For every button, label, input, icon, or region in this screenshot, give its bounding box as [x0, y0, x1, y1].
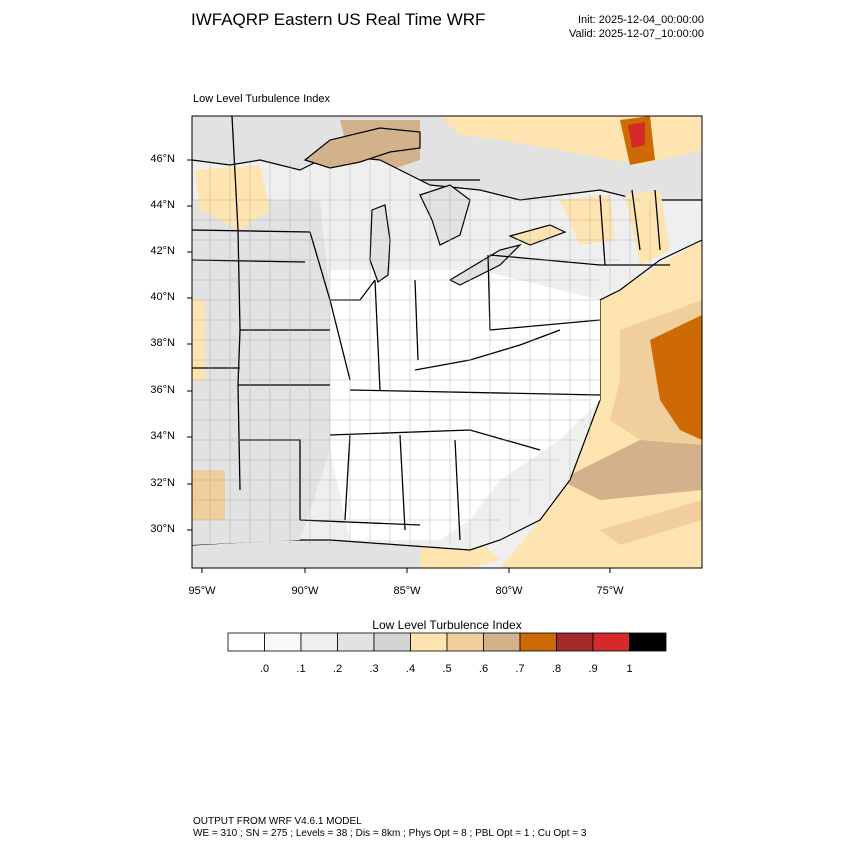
- gulf-field: [192, 540, 470, 568]
- colorbar-tick-label: .5: [442, 663, 452, 675]
- texas-warm-patch: [192, 470, 225, 520]
- ne-warm-patch: [625, 190, 670, 265]
- colorbar-tick-label: .0: [259, 663, 270, 675]
- colorbar-tick-label: .6: [478, 663, 489, 675]
- lat-label: 34°N: [150, 430, 175, 442]
- colorbar-tick-label: .7: [515, 663, 525, 675]
- map-subtitle: Low Level Turbulence Index: [193, 93, 330, 105]
- lon-label: 90°W: [291, 585, 319, 597]
- footer-config-line: WE = 310 ; SN = 275 ; Levels = 38 ; Dis …: [193, 828, 587, 839]
- gulf-field-warm: [420, 542, 500, 568]
- footer-model-line: OUTPUT FROM WRF V4.6.1 MODEL: [193, 816, 362, 827]
- lat-label: 36°N: [150, 384, 175, 396]
- minnesota-warm-patch: [195, 165, 270, 230]
- ocean-field-band: [560, 440, 702, 500]
- lon-label: 85°W: [393, 585, 421, 597]
- map-field: [192, 116, 702, 568]
- time-block: Init: 2025-12-04_00:00:00 Valid: 2025-12…: [569, 13, 704, 41]
- lat-label: 32°N: [150, 477, 175, 489]
- lat-label: 40°N: [150, 291, 175, 303]
- colorbar-title: Low Level Turbulence Index: [372, 618, 522, 632]
- county-lines: [192, 155, 651, 550]
- lake-superior: [303, 127, 421, 169]
- ocean-high-turbulence: [650, 315, 702, 440]
- quebec-peak-turbulence: [628, 122, 645, 148]
- colorbar-tick-label: .4: [405, 663, 416, 675]
- colorbar-tick-label: 1: [626, 663, 633, 675]
- lat-label: 38°N: [150, 337, 175, 349]
- lon-label: 75°W: [596, 585, 624, 597]
- lon-label: 80°W: [495, 585, 523, 597]
- lat-label: 42°N: [150, 245, 175, 257]
- colorbar-tick-label: .1: [296, 663, 306, 675]
- colorbar-tick-label: .8: [551, 663, 562, 675]
- lat-label: 46°N: [150, 153, 175, 165]
- valid-time: Valid: 2025-12-07_10:00:00: [569, 28, 704, 40]
- lat-ticks: [187, 159, 192, 531]
- lon-label: 95°W: [188, 585, 216, 597]
- main-title: IWFAQRP Eastern US Real Time WRF: [191, 10, 486, 29]
- lon-ticks: [201, 568, 611, 573]
- colorbar-tick-label: .9: [588, 663, 598, 675]
- ocean-field-band2: [600, 500, 702, 545]
- footer: OUTPUT FROM WRF V4.6.1 MODEL WE = 310 ; …: [193, 816, 586, 840]
- west-land-field: [192, 200, 330, 545]
- central-land-field: [330, 270, 600, 540]
- colorbar-tick-label: .2: [332, 663, 343, 675]
- lat-label: 44°N: [150, 199, 175, 211]
- init-time: Init: 2025-12-04_00:00:00: [578, 14, 704, 26]
- lat-label: 30°N: [150, 523, 175, 535]
- map-frame: [191, 115, 703, 569]
- colorbar-tick-label: .3: [369, 663, 379, 675]
